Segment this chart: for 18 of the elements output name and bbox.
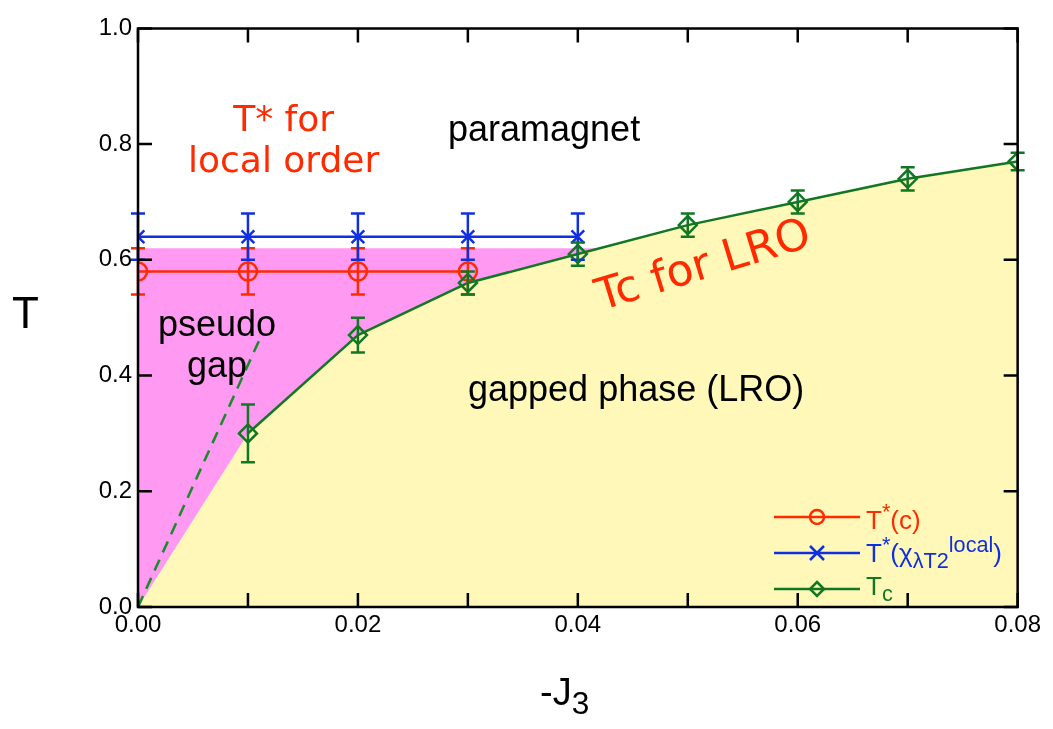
annotation: T* for local order [188,98,380,181]
legend-label: T$_{c}$ [866,570,893,608]
annotation: gapped phase (LRO) [468,368,805,410]
x-tick-label: 0.06 [774,610,822,638]
y-tick-label: 0.2 [98,475,132,503]
y-tick-label: 0.8 [98,128,132,156]
x-tick-label: 0.04 [554,610,602,638]
x-axis-title: -J$_{3}$ [540,671,590,721]
x-tick-label: 0.02 [334,610,382,638]
annotation: pseudo gap [158,303,277,386]
x-tick-label: 0.08 [994,610,1041,638]
annotation: paramagnet [448,108,641,150]
y-axis-title: T [12,288,39,338]
legend-label: T$^{*}$(c) [866,498,921,536]
y-tick-label: 0.4 [98,360,132,388]
y-tick-label: 1.0 [98,13,132,41]
y-tick-label: 0.6 [98,244,132,272]
annotation: Tc for LRO [588,206,817,321]
